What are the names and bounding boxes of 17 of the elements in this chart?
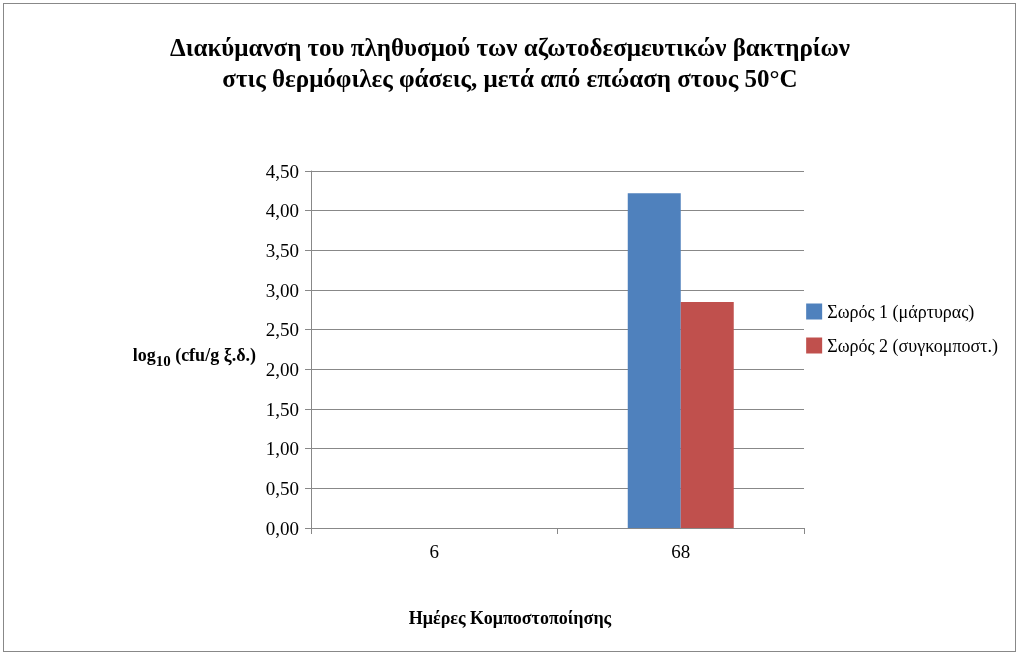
legend-label: Σωρός 2 (συγκομποστ.) bbox=[827, 335, 999, 357]
x-tick-label: 6 bbox=[429, 541, 439, 562]
y-tick-label: 2,00 bbox=[265, 358, 299, 380]
y-tick-label: 2,50 bbox=[265, 319, 299, 341]
y-tick-label: 4,50 bbox=[265, 160, 299, 182]
y-tick-label: 1,00 bbox=[265, 438, 299, 460]
y-tick-label: 3,50 bbox=[265, 239, 299, 261]
y-tick-label: 0,00 bbox=[265, 517, 299, 539]
y-axis-title: log$_{10}$ (cfu/g ξ.δ.) bbox=[132, 345, 256, 370]
chart-title: Διακύμανση του πληθυσμού των αζωτοδεσμευτικών βακτηρίων στις θερμόφιλες φάσεις, μετά από επώαση στους 50°C bbox=[169, 33, 851, 94]
x-tick-label: 68 bbox=[671, 541, 691, 562]
y-tick-label: 3,00 bbox=[265, 279, 299, 301]
legend-label: Σωρός 1 (μάρτυρας) bbox=[827, 301, 975, 323]
y-tick-label: 1,50 bbox=[265, 398, 299, 420]
x-axis-title: Ημέρες Κομποστοποίησης bbox=[407, 608, 613, 629]
y-tick-label: 4,00 bbox=[265, 200, 299, 222]
y-tick-label: 0,50 bbox=[265, 477, 299, 499]
